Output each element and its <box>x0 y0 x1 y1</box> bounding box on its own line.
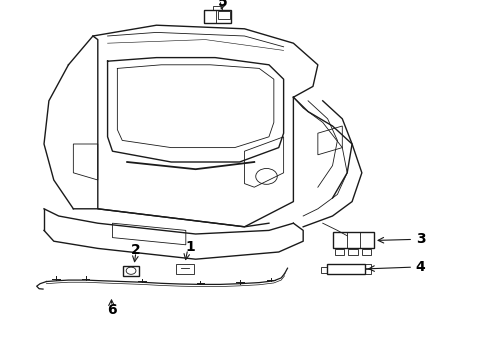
Bar <box>218 11 230 19</box>
Text: 5: 5 <box>217 0 227 9</box>
Bar <box>204 10 216 22</box>
Text: 1: 1 <box>185 240 195 253</box>
Text: 2: 2 <box>131 243 141 257</box>
Bar <box>320 267 326 273</box>
Bar <box>326 264 364 274</box>
Bar <box>362 249 371 255</box>
Bar <box>204 10 230 22</box>
Bar <box>364 270 370 274</box>
Bar <box>212 6 222 10</box>
Text: 4: 4 <box>415 260 425 274</box>
Bar <box>348 249 357 255</box>
Bar <box>334 249 343 255</box>
Bar <box>176 264 193 274</box>
Bar <box>332 232 373 248</box>
Bar <box>364 264 370 268</box>
Text: 6: 6 <box>106 303 116 316</box>
Bar <box>123 266 139 276</box>
Text: 3: 3 <box>415 233 425 246</box>
